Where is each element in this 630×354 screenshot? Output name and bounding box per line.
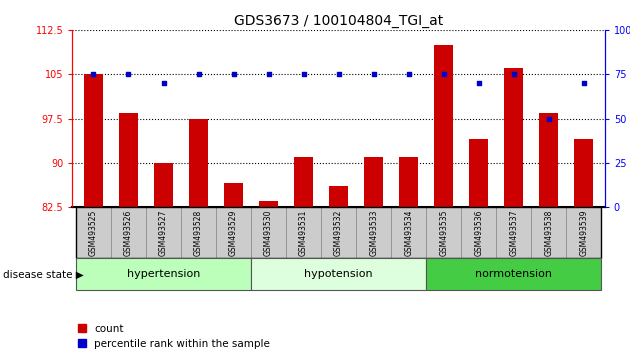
Point <box>229 72 239 77</box>
Bar <box>181 207 216 258</box>
Bar <box>356 207 391 258</box>
Text: GSM493539: GSM493539 <box>580 210 588 256</box>
Text: GSM493535: GSM493535 <box>439 210 448 256</box>
Legend: count, percentile rank within the sample: count, percentile rank within the sample <box>77 324 270 349</box>
Point <box>508 72 518 77</box>
Bar <box>251 207 286 258</box>
Text: GSM493537: GSM493537 <box>509 210 518 256</box>
Text: disease state ▶: disease state ▶ <box>3 269 84 279</box>
Bar <box>216 207 251 258</box>
Text: GSM493525: GSM493525 <box>89 210 98 256</box>
Text: GSM493532: GSM493532 <box>334 210 343 256</box>
Bar <box>286 207 321 258</box>
Bar <box>76 207 111 258</box>
Point <box>579 80 589 86</box>
Bar <box>84 74 103 207</box>
Point <box>544 116 554 121</box>
Bar <box>566 207 601 258</box>
Point <box>333 72 343 77</box>
Text: GSM493536: GSM493536 <box>474 210 483 256</box>
Point <box>123 72 134 77</box>
Point <box>474 80 484 86</box>
Bar <box>76 258 251 290</box>
Bar <box>321 207 356 258</box>
Text: normotension: normotension <box>475 269 553 279</box>
Text: GSM493533: GSM493533 <box>369 210 378 256</box>
Bar <box>146 207 181 258</box>
Point <box>438 72 449 77</box>
Point <box>159 80 169 86</box>
Bar <box>434 45 454 207</box>
Bar <box>426 258 601 290</box>
Text: hypertension: hypertension <box>127 269 200 279</box>
Bar <box>461 207 496 258</box>
Point <box>369 72 379 77</box>
Text: GSM493526: GSM493526 <box>124 210 133 256</box>
Bar <box>119 113 138 207</box>
Point <box>193 72 203 77</box>
Bar <box>426 207 461 258</box>
Bar <box>224 183 243 207</box>
Text: GSM493528: GSM493528 <box>194 210 203 256</box>
Bar <box>154 163 173 207</box>
Bar <box>469 139 488 207</box>
Text: GSM493534: GSM493534 <box>404 210 413 256</box>
Bar <box>189 119 208 207</box>
Bar <box>391 207 426 258</box>
Bar <box>259 201 278 207</box>
Text: GSM493529: GSM493529 <box>229 210 238 256</box>
Bar <box>294 157 313 207</box>
Text: GSM493531: GSM493531 <box>299 210 308 256</box>
Bar <box>329 187 348 207</box>
Point <box>88 72 98 77</box>
Bar <box>496 207 531 258</box>
Bar <box>504 68 524 207</box>
Text: GSM493538: GSM493538 <box>544 210 553 256</box>
Title: GDS3673 / 100104804_TGI_at: GDS3673 / 100104804_TGI_at <box>234 14 444 28</box>
Bar <box>399 157 418 207</box>
Bar <box>574 139 593 207</box>
Bar <box>251 258 426 290</box>
Point <box>299 72 309 77</box>
Text: GSM493527: GSM493527 <box>159 210 168 256</box>
Bar <box>531 207 566 258</box>
Bar <box>111 207 146 258</box>
Text: hypotension: hypotension <box>304 269 373 279</box>
Bar <box>539 113 558 207</box>
Text: GSM493530: GSM493530 <box>264 210 273 256</box>
Bar <box>364 157 383 207</box>
Point <box>404 72 414 77</box>
Point <box>263 72 273 77</box>
